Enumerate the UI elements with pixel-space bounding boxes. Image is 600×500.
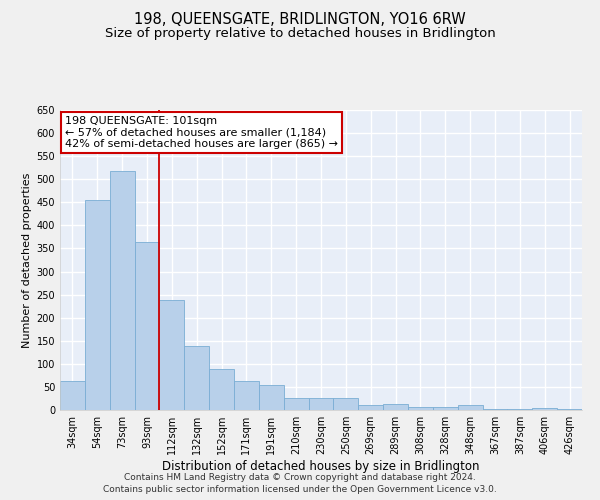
Bar	[284, 398, 308, 410]
Bar	[408, 407, 433, 410]
X-axis label: Distribution of detached houses by size in Bridlington: Distribution of detached houses by size …	[162, 460, 480, 473]
Bar	[383, 404, 408, 410]
Text: Size of property relative to detached houses in Bridlington: Size of property relative to detached ho…	[104, 28, 496, 40]
Bar	[532, 408, 557, 410]
Text: Contains public sector information licensed under the Open Government Licence v3: Contains public sector information licen…	[103, 485, 497, 494]
Bar	[85, 200, 110, 410]
Bar	[110, 171, 134, 410]
Bar	[60, 382, 85, 410]
Text: 198, QUEENSGATE, BRIDLINGTON, YO16 6RW: 198, QUEENSGATE, BRIDLINGTON, YO16 6RW	[134, 12, 466, 28]
Bar	[160, 300, 184, 410]
Bar	[184, 346, 209, 410]
Bar	[209, 370, 234, 410]
Bar	[234, 382, 259, 410]
Y-axis label: Number of detached properties: Number of detached properties	[22, 172, 32, 348]
Bar	[557, 408, 582, 410]
Bar	[433, 407, 458, 410]
Bar	[308, 398, 334, 410]
Bar	[134, 242, 160, 410]
Bar	[458, 406, 482, 410]
Bar	[482, 408, 508, 410]
Bar	[334, 398, 358, 410]
Bar	[358, 405, 383, 410]
Bar	[259, 384, 284, 410]
Text: 198 QUEENSGATE: 101sqm
← 57% of detached houses are smaller (1,184)
42% of semi-: 198 QUEENSGATE: 101sqm ← 57% of detached…	[65, 116, 338, 149]
Text: Contains HM Land Registry data © Crown copyright and database right 2024.: Contains HM Land Registry data © Crown c…	[124, 472, 476, 482]
Bar	[508, 408, 532, 410]
